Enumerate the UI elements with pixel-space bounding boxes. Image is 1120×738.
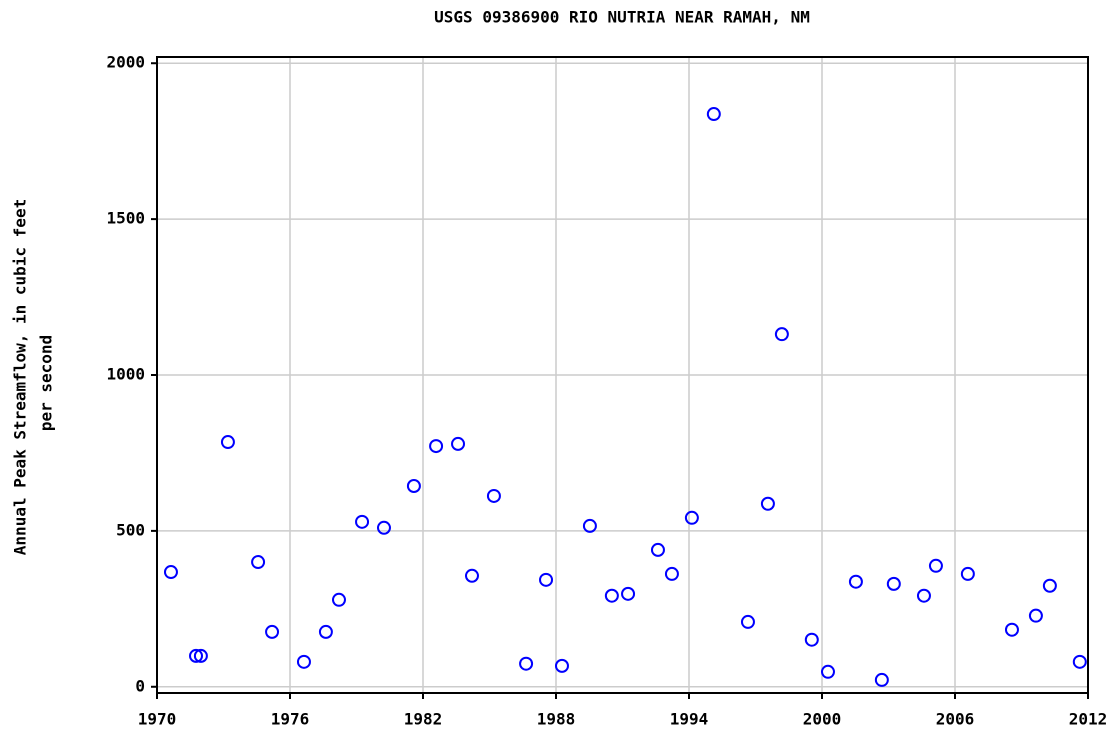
point [650,542,665,557]
point [664,566,679,581]
point [582,518,597,533]
point [486,488,501,503]
x-tick-label: 1988 [537,710,576,729]
point [265,624,280,639]
point [1072,654,1087,669]
point [848,574,863,589]
point [820,664,835,679]
point [451,436,466,451]
point [760,496,775,511]
point [539,572,554,587]
point [519,656,534,671]
y-tick-label: 2000 [106,53,145,72]
point [376,520,391,535]
point [960,566,975,581]
point [296,654,311,669]
y-axis-label: Annual Peak Streamflow, in cubic feet [11,199,30,555]
point [331,592,346,607]
y-tick-label: 1000 [106,365,145,384]
point [874,672,889,687]
point [804,632,819,647]
y-tick-label: 500 [116,520,145,539]
y-tick-label: 1500 [106,209,145,228]
point [706,107,721,122]
point [429,439,444,454]
point [193,648,208,663]
point [740,614,755,629]
x-tick-label: 1976 [271,710,310,729]
plot-border [156,56,1089,694]
point [554,658,569,673]
x-tick-label: 1994 [670,710,709,729]
point [916,588,931,603]
point [928,558,943,573]
point [1028,608,1043,623]
point [886,576,901,591]
y-axis-label: per second [37,335,56,431]
point [318,624,333,639]
point [684,510,699,525]
point [355,514,370,529]
point [621,586,636,601]
point [220,435,235,450]
point [163,565,178,580]
x-tick-label: 1970 [138,710,177,729]
point [464,568,479,583]
point [251,555,266,570]
point [1004,622,1019,637]
point [774,327,789,342]
x-tick-label: 2012 [1069,710,1108,729]
point [189,648,204,663]
y-tick-label: 0 [135,676,145,695]
point [406,478,421,493]
x-tick-label: 2000 [803,710,842,729]
chart-title: USGS 09386900 RIO NUTRIA NEAR RAMAH, NM [434,8,810,27]
point [604,588,619,603]
point [1042,578,1057,593]
x-tick-label: 2006 [936,710,975,729]
x-tick-label: 1982 [404,710,443,729]
